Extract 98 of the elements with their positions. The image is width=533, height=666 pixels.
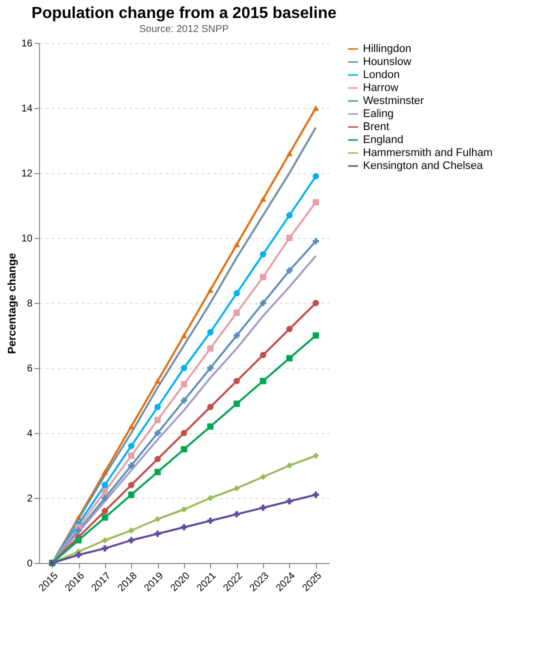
y-tick-label: 12 xyxy=(21,168,33,180)
legend-label: Westminster xyxy=(363,95,424,107)
point xyxy=(312,105,319,111)
point xyxy=(180,430,188,436)
point xyxy=(128,452,134,459)
point xyxy=(154,516,161,522)
point xyxy=(128,482,134,488)
y-tick-label: 16 xyxy=(21,38,33,50)
point xyxy=(102,537,108,544)
y-tick-label: 2 xyxy=(26,494,33,504)
y-tick-label: 8 xyxy=(26,298,33,310)
y-tick-label: 4 xyxy=(26,428,33,440)
point xyxy=(234,332,240,339)
point xyxy=(234,400,240,407)
point xyxy=(286,462,293,469)
point xyxy=(154,404,161,410)
point xyxy=(207,364,214,372)
point xyxy=(102,508,108,514)
legend-label: England xyxy=(363,134,404,146)
point xyxy=(312,199,319,206)
point xyxy=(180,397,188,404)
point xyxy=(207,404,214,410)
point xyxy=(286,355,293,362)
source-note: Source: 2012 SNPP xyxy=(139,24,230,35)
legend-label: Kensington and Chelsea xyxy=(363,160,484,172)
point xyxy=(234,290,240,296)
point xyxy=(128,462,134,469)
legend-label: Harrow xyxy=(363,82,399,94)
point xyxy=(180,506,188,513)
point xyxy=(154,430,161,436)
point xyxy=(260,474,266,480)
legend-label: Hillingdon xyxy=(363,43,412,55)
point xyxy=(128,442,134,450)
point xyxy=(180,364,188,372)
point xyxy=(180,381,188,388)
point xyxy=(128,527,134,534)
point xyxy=(234,310,240,316)
point xyxy=(128,424,134,430)
y-tick-label: 10 xyxy=(21,234,33,244)
point xyxy=(102,482,108,488)
point xyxy=(75,527,82,534)
point xyxy=(128,537,134,544)
point xyxy=(234,485,240,492)
point xyxy=(180,332,188,338)
point xyxy=(312,238,319,244)
legend-label: Ealing xyxy=(363,108,394,120)
point xyxy=(75,552,82,558)
point xyxy=(207,518,214,524)
point xyxy=(286,326,293,332)
point xyxy=(312,452,319,459)
chart-title: Population change from a 2015 baseline xyxy=(32,5,337,22)
point xyxy=(102,488,108,495)
point xyxy=(312,173,319,180)
point xyxy=(260,196,266,202)
y-tick-label: 6 xyxy=(26,364,33,374)
point xyxy=(234,242,240,248)
point xyxy=(286,498,293,504)
point xyxy=(207,494,214,502)
point xyxy=(102,494,108,502)
legend-label: Hounslow xyxy=(363,56,412,68)
point xyxy=(102,514,108,521)
point xyxy=(286,212,293,218)
point xyxy=(154,378,161,384)
point xyxy=(207,287,214,293)
point xyxy=(260,352,266,358)
point xyxy=(154,416,161,424)
point xyxy=(102,545,108,552)
point xyxy=(260,378,266,384)
point xyxy=(207,345,214,352)
legend-label: London xyxy=(363,69,400,81)
point xyxy=(102,469,108,475)
point xyxy=(207,329,214,336)
point xyxy=(180,446,188,452)
legend-label: Brent xyxy=(363,121,390,133)
y-axis-title: Percentage change xyxy=(6,253,18,354)
point xyxy=(312,492,319,498)
point xyxy=(207,423,214,430)
point xyxy=(286,234,293,242)
point xyxy=(286,150,293,156)
point xyxy=(75,514,82,520)
y-tick-label: 14 xyxy=(21,104,33,114)
point xyxy=(180,524,188,530)
point xyxy=(286,267,293,274)
point xyxy=(234,511,240,518)
point xyxy=(260,300,266,306)
point xyxy=(312,332,319,339)
point xyxy=(260,504,266,511)
point xyxy=(234,378,240,384)
point xyxy=(75,537,82,544)
point xyxy=(154,456,161,462)
point xyxy=(154,530,161,537)
point xyxy=(260,274,266,280)
point xyxy=(312,300,319,306)
point xyxy=(260,251,266,258)
legend-label: Hammersmith and Fulham xyxy=(363,147,493,159)
point xyxy=(154,468,161,476)
y-tick-label: 0 xyxy=(26,558,33,570)
point xyxy=(128,492,134,498)
